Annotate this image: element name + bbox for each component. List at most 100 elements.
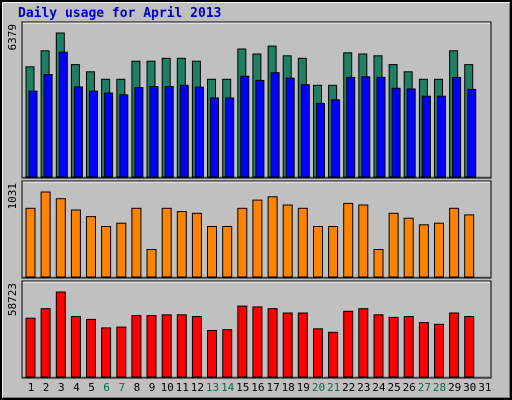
panel-3-series-1-bar-day-18 xyxy=(282,312,293,378)
panel-1-series-2-bar-day-17 xyxy=(270,72,280,178)
x-tick-label-day-2: 2 xyxy=(43,381,50,394)
panel-1-series-2-bar-day-8 xyxy=(134,87,144,178)
panel-2-series-1-bar-day-17 xyxy=(267,196,278,278)
panel-2-series-1-bar-day-5 xyxy=(86,216,96,278)
panel-2-series-1-bar-day-13 xyxy=(207,226,217,278)
x-tick-label-day-13: 13 xyxy=(206,381,219,394)
panel-3-series-1-bar-day-26 xyxy=(403,316,414,378)
panel-2-series-1-bar-day-30 xyxy=(464,214,475,278)
x-tick-label-day-22: 22 xyxy=(342,381,355,394)
panel-2-series-1-bar-day-18 xyxy=(282,204,293,278)
panel-1-series-2-bar-day-12 xyxy=(194,86,204,178)
panel-1-series-2-bar-day-1 xyxy=(28,90,38,178)
panel-3-series-1-bar-day-8 xyxy=(131,315,142,378)
panel-2-series-1-bar-day-28 xyxy=(434,222,444,278)
x-tick-label-day-15: 15 xyxy=(236,381,249,394)
panel-3-series-1-bar-day-30 xyxy=(464,316,475,378)
panel-1-series-2-bar-day-4 xyxy=(73,86,83,178)
x-tick-label-day-12: 12 xyxy=(191,381,204,394)
panel-2-series-1-bar-day-26 xyxy=(403,217,414,278)
panel-1-series-2-bar-day-19 xyxy=(300,84,310,178)
panel-2-series-1-bar-day-9 xyxy=(146,249,157,278)
panel-2-ymax-label: 1031 xyxy=(6,183,19,210)
x-tick-label-day-9: 9 xyxy=(149,381,156,394)
panel-3-series-1-bar-day-2 xyxy=(40,308,51,378)
panel-1-series-2-bar-day-14 xyxy=(225,97,235,178)
panel-3-series-1-bar-day-20 xyxy=(313,328,323,378)
x-tick-label-day-19: 19 xyxy=(297,381,310,394)
panel-3-series-1-bar-day-17 xyxy=(267,308,278,378)
x-tick-label-day-23: 23 xyxy=(357,381,370,394)
panel-3-ymax-label: 58723 xyxy=(6,283,19,316)
panel-3-series-1-bar-day-16 xyxy=(252,306,263,378)
x-tick-label-day-8: 8 xyxy=(134,381,141,394)
panel-2-series-1-bar-day-4 xyxy=(70,209,81,278)
panel-2-series-1-bar-day-25 xyxy=(388,212,399,278)
x-tick-label-day-10: 10 xyxy=(161,381,174,394)
x-tick-label-day-29: 29 xyxy=(448,381,461,394)
panel-2-series-1-bar-day-16 xyxy=(252,199,263,278)
panel-3-series-1-bar-day-6 xyxy=(101,327,112,378)
x-tick-label-day-26: 26 xyxy=(403,381,416,394)
panel-3-series-1-bar-day-22 xyxy=(343,310,354,378)
x-tick-label-day-14: 14 xyxy=(221,381,235,394)
panel-2-series-1-bar-day-2 xyxy=(40,191,51,278)
panel-3-series-1-bar-day-13 xyxy=(207,330,217,378)
panel-2-series-1-bar-day-1 xyxy=(25,207,36,278)
panel-2-series-1-bar-day-29 xyxy=(449,207,460,278)
panel-3-series-1-bar-day-11 xyxy=(176,314,187,378)
panel-1-series-2-bar-day-2 xyxy=(43,74,53,178)
x-tick-label-day-20: 20 xyxy=(312,381,325,394)
panel-3-series-1-bar-day-25 xyxy=(388,316,399,378)
x-tick-label-day-28: 28 xyxy=(433,381,446,394)
x-tick-label-day-31: 31 xyxy=(478,381,491,394)
panel-3-series-1-bar-day-29 xyxy=(449,312,460,378)
panel-2-series-1-bar-day-27 xyxy=(418,224,429,278)
panel-3-series-1-bar-day-7 xyxy=(116,326,127,378)
x-tick-label-day-16: 16 xyxy=(251,381,264,394)
panel-1-series-2-bar-day-10 xyxy=(164,86,174,178)
panel-1-series-2-bar-day-18 xyxy=(285,77,295,178)
panel-1-series-2-bar-day-21 xyxy=(331,99,341,178)
x-tick-label-day-27: 27 xyxy=(418,381,431,394)
panel-1-series-2-bar-day-5 xyxy=(89,90,98,178)
panel-1-series-2-bar-day-6 xyxy=(104,92,114,178)
panel-3-series-1-bar-day-10 xyxy=(161,314,172,378)
x-tick-label-day-30: 30 xyxy=(463,381,476,394)
x-tick-label-day-25: 25 xyxy=(387,381,400,394)
panel-1-series-2-bar-day-3 xyxy=(58,51,68,178)
panel-3-series-1-bar-day-14 xyxy=(222,329,233,378)
panel-3-series-1-bar-day-23 xyxy=(358,308,369,378)
x-tick-label-day-24: 24 xyxy=(372,381,386,394)
x-tick-label-day-18: 18 xyxy=(282,381,295,394)
panel-2-series-1-bar-day-15 xyxy=(237,207,248,278)
chart-title: Daily usage for April 2013 xyxy=(18,6,222,21)
panel-1-series-2-bar-day-25 xyxy=(391,87,401,178)
x-tick-label-day-11: 11 xyxy=(176,381,189,394)
panel-3-series-1-bar-day-4 xyxy=(70,316,81,378)
panel-2-series-1-bar-day-6 xyxy=(101,226,112,278)
panel-3-series-1-bar-day-9 xyxy=(146,315,157,378)
panel-1-series-2-bar-day-13 xyxy=(210,97,219,178)
panel-1-series-2-bar-day-15 xyxy=(240,75,250,178)
x-tick-label-day-17: 17 xyxy=(266,381,279,394)
panel-2-series-1-bar-day-10 xyxy=(161,207,172,278)
panel-2-series-1-bar-day-21 xyxy=(328,226,339,278)
x-tick-label-day-3: 3 xyxy=(58,381,65,394)
panel-3-series-1-bar-day-21 xyxy=(328,331,339,378)
panel-2-series-1-bar-day-19 xyxy=(297,207,308,278)
panel-1-series-2-bar-day-11 xyxy=(179,84,189,178)
panel-3-series-1-bar-day-3 xyxy=(55,291,66,378)
x-tick-label-day-21: 21 xyxy=(327,381,340,394)
panel-1-series-2-bar-day-20 xyxy=(316,102,325,178)
panel-1-series-2-bar-day-23 xyxy=(361,76,371,178)
panel-3-series-1-bar-day-28 xyxy=(434,323,444,378)
panel-3-series-1-bar-day-5 xyxy=(86,318,96,378)
panel-1-ymax-label: 6379 xyxy=(6,24,19,51)
panel-1-series-2-bar-day-9 xyxy=(149,86,159,178)
panel-1-series-2-bar-day-30 xyxy=(467,88,477,178)
panel-2-series-1-bar-day-12 xyxy=(191,212,202,278)
panel-1-series-2-bar-day-29 xyxy=(452,76,462,178)
panel-3-series-1-bar-day-27 xyxy=(418,322,429,378)
